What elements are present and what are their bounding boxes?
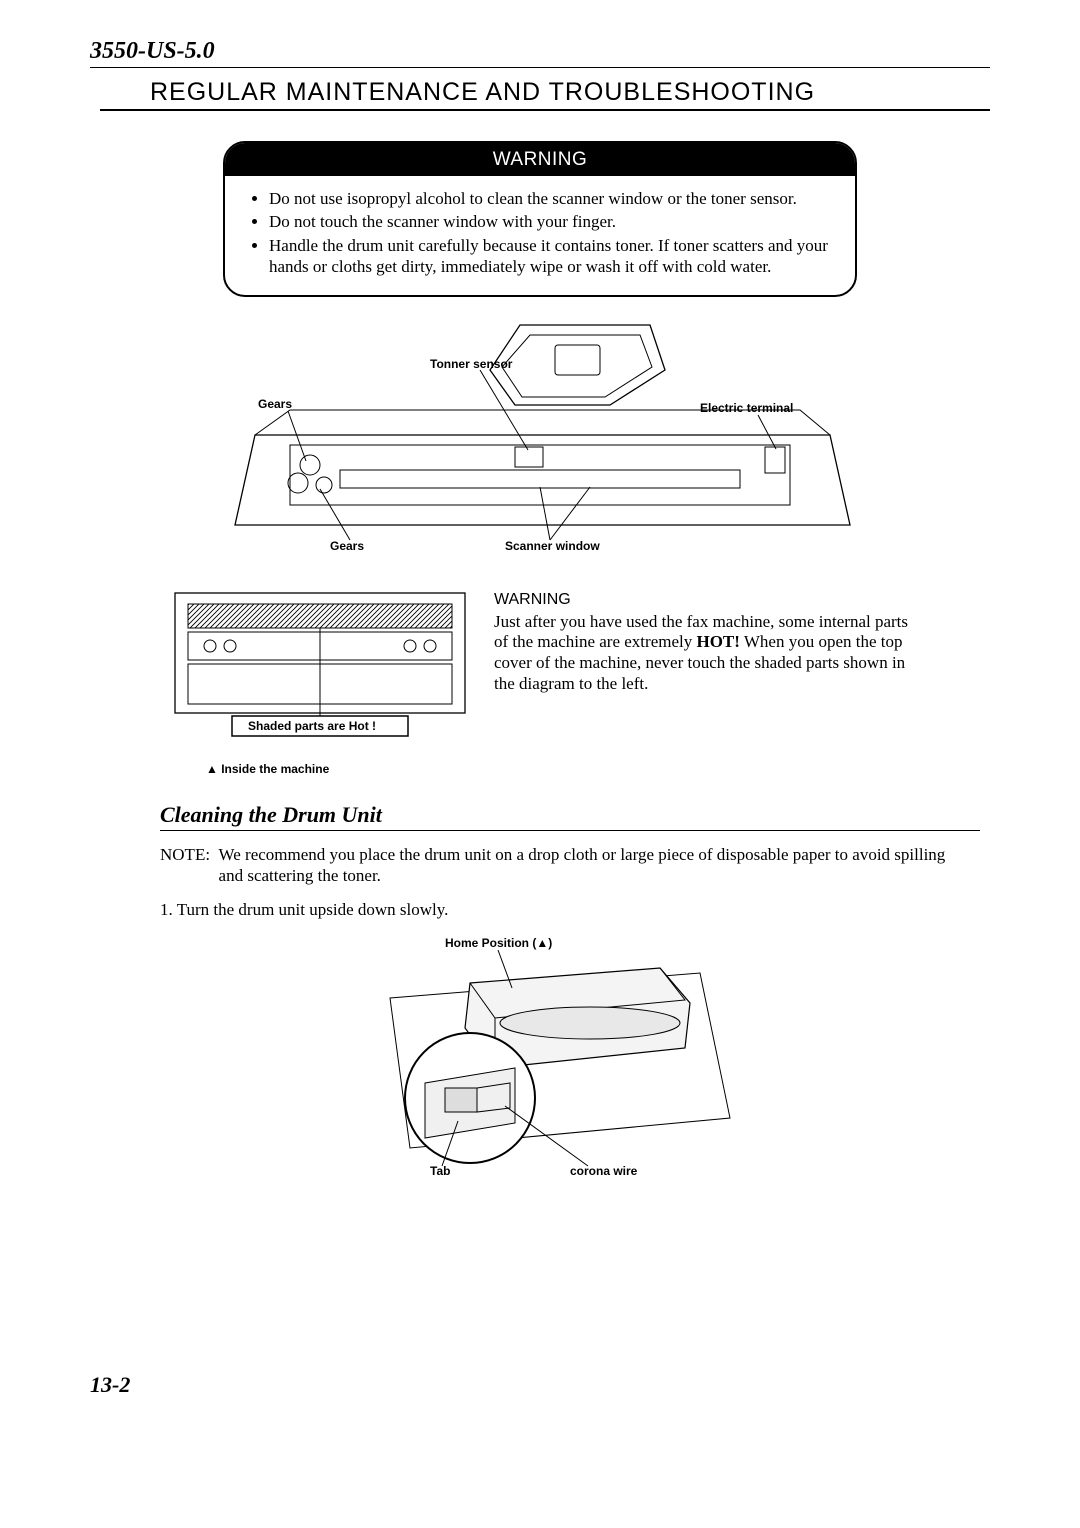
label-electric-terminal: Electric terminal — [700, 401, 793, 415]
hot-warning-hot: HOT! — [696, 632, 739, 651]
diagram-hot-parts: Shaded parts are Hot ! — [170, 588, 470, 756]
page-number: 13-2 — [90, 1372, 130, 1398]
warning-body: Do not use isopropyl alcohol to clean th… — [225, 176, 855, 295]
caption-triangle-icon: ▲ — [206, 762, 221, 776]
caption-inside-label: Inside the machine — [221, 762, 329, 776]
step-1: 1. Turn the drum unit upside down slowly… — [160, 900, 990, 920]
warning-item: Do not touch the scanner window with you… — [269, 211, 833, 232]
page-title: REGULAR MAINTENANCE AND TROUBLESHOOTING — [150, 78, 990, 107]
diagram-hot-parts-wrap: Shaded parts are Hot ! ▲ Inside the mach… — [170, 588, 470, 776]
note-body: We recommend you place the drum unit on … — [219, 845, 970, 886]
hot-warning-text: WARNING Just after you have used the fax… — [494, 588, 910, 776]
rule-under-title — [100, 109, 990, 111]
hot-warning-title: WARNING — [494, 590, 910, 610]
note-label: NOTE: — [160, 845, 219, 886]
warning-item: Do not use isopropyl alcohol to clean th… — [269, 188, 833, 209]
warning-box: WARNING Do not use isopropyl alcohol to … — [223, 141, 857, 297]
label-gears-top: Gears — [258, 397, 292, 411]
rule-top — [90, 67, 990, 68]
warning-item: Handle the drum unit carefully because i… — [269, 235, 833, 278]
diagram-machine-interior: Tonner sensor Gears Electric terminal Ge… — [220, 315, 860, 570]
label-toner-sensor: Tonner sensor — [430, 357, 512, 371]
label-shaded-hot: Shaded parts are Hot ! — [248, 719, 376, 733]
note: NOTE: We recommend you place the drum un… — [160, 845, 970, 886]
caption-inside-machine: ▲ Inside the machine — [206, 762, 470, 776]
diagram-drum-unit: Home Position (▲) Tab corona wire — [330, 928, 750, 1178]
row-hot-warning: Shaded parts are Hot ! ▲ Inside the mach… — [170, 588, 910, 776]
label-tab: Tab — [430, 1164, 450, 1178]
document-id: 3550-US-5.0 — [90, 38, 990, 65]
label-home-position: Home Position (▲) — [445, 936, 552, 950]
warning-header: WARNING — [225, 143, 855, 176]
label-corona-wire: corona wire — [570, 1164, 637, 1178]
label-scanner-window: Scanner window — [505, 539, 600, 553]
machine-interior-svg — [220, 315, 860, 565]
section-heading: Cleaning the Drum Unit — [160, 802, 990, 828]
label-gears-bottom: Gears — [330, 539, 364, 553]
rule-section — [160, 830, 980, 831]
